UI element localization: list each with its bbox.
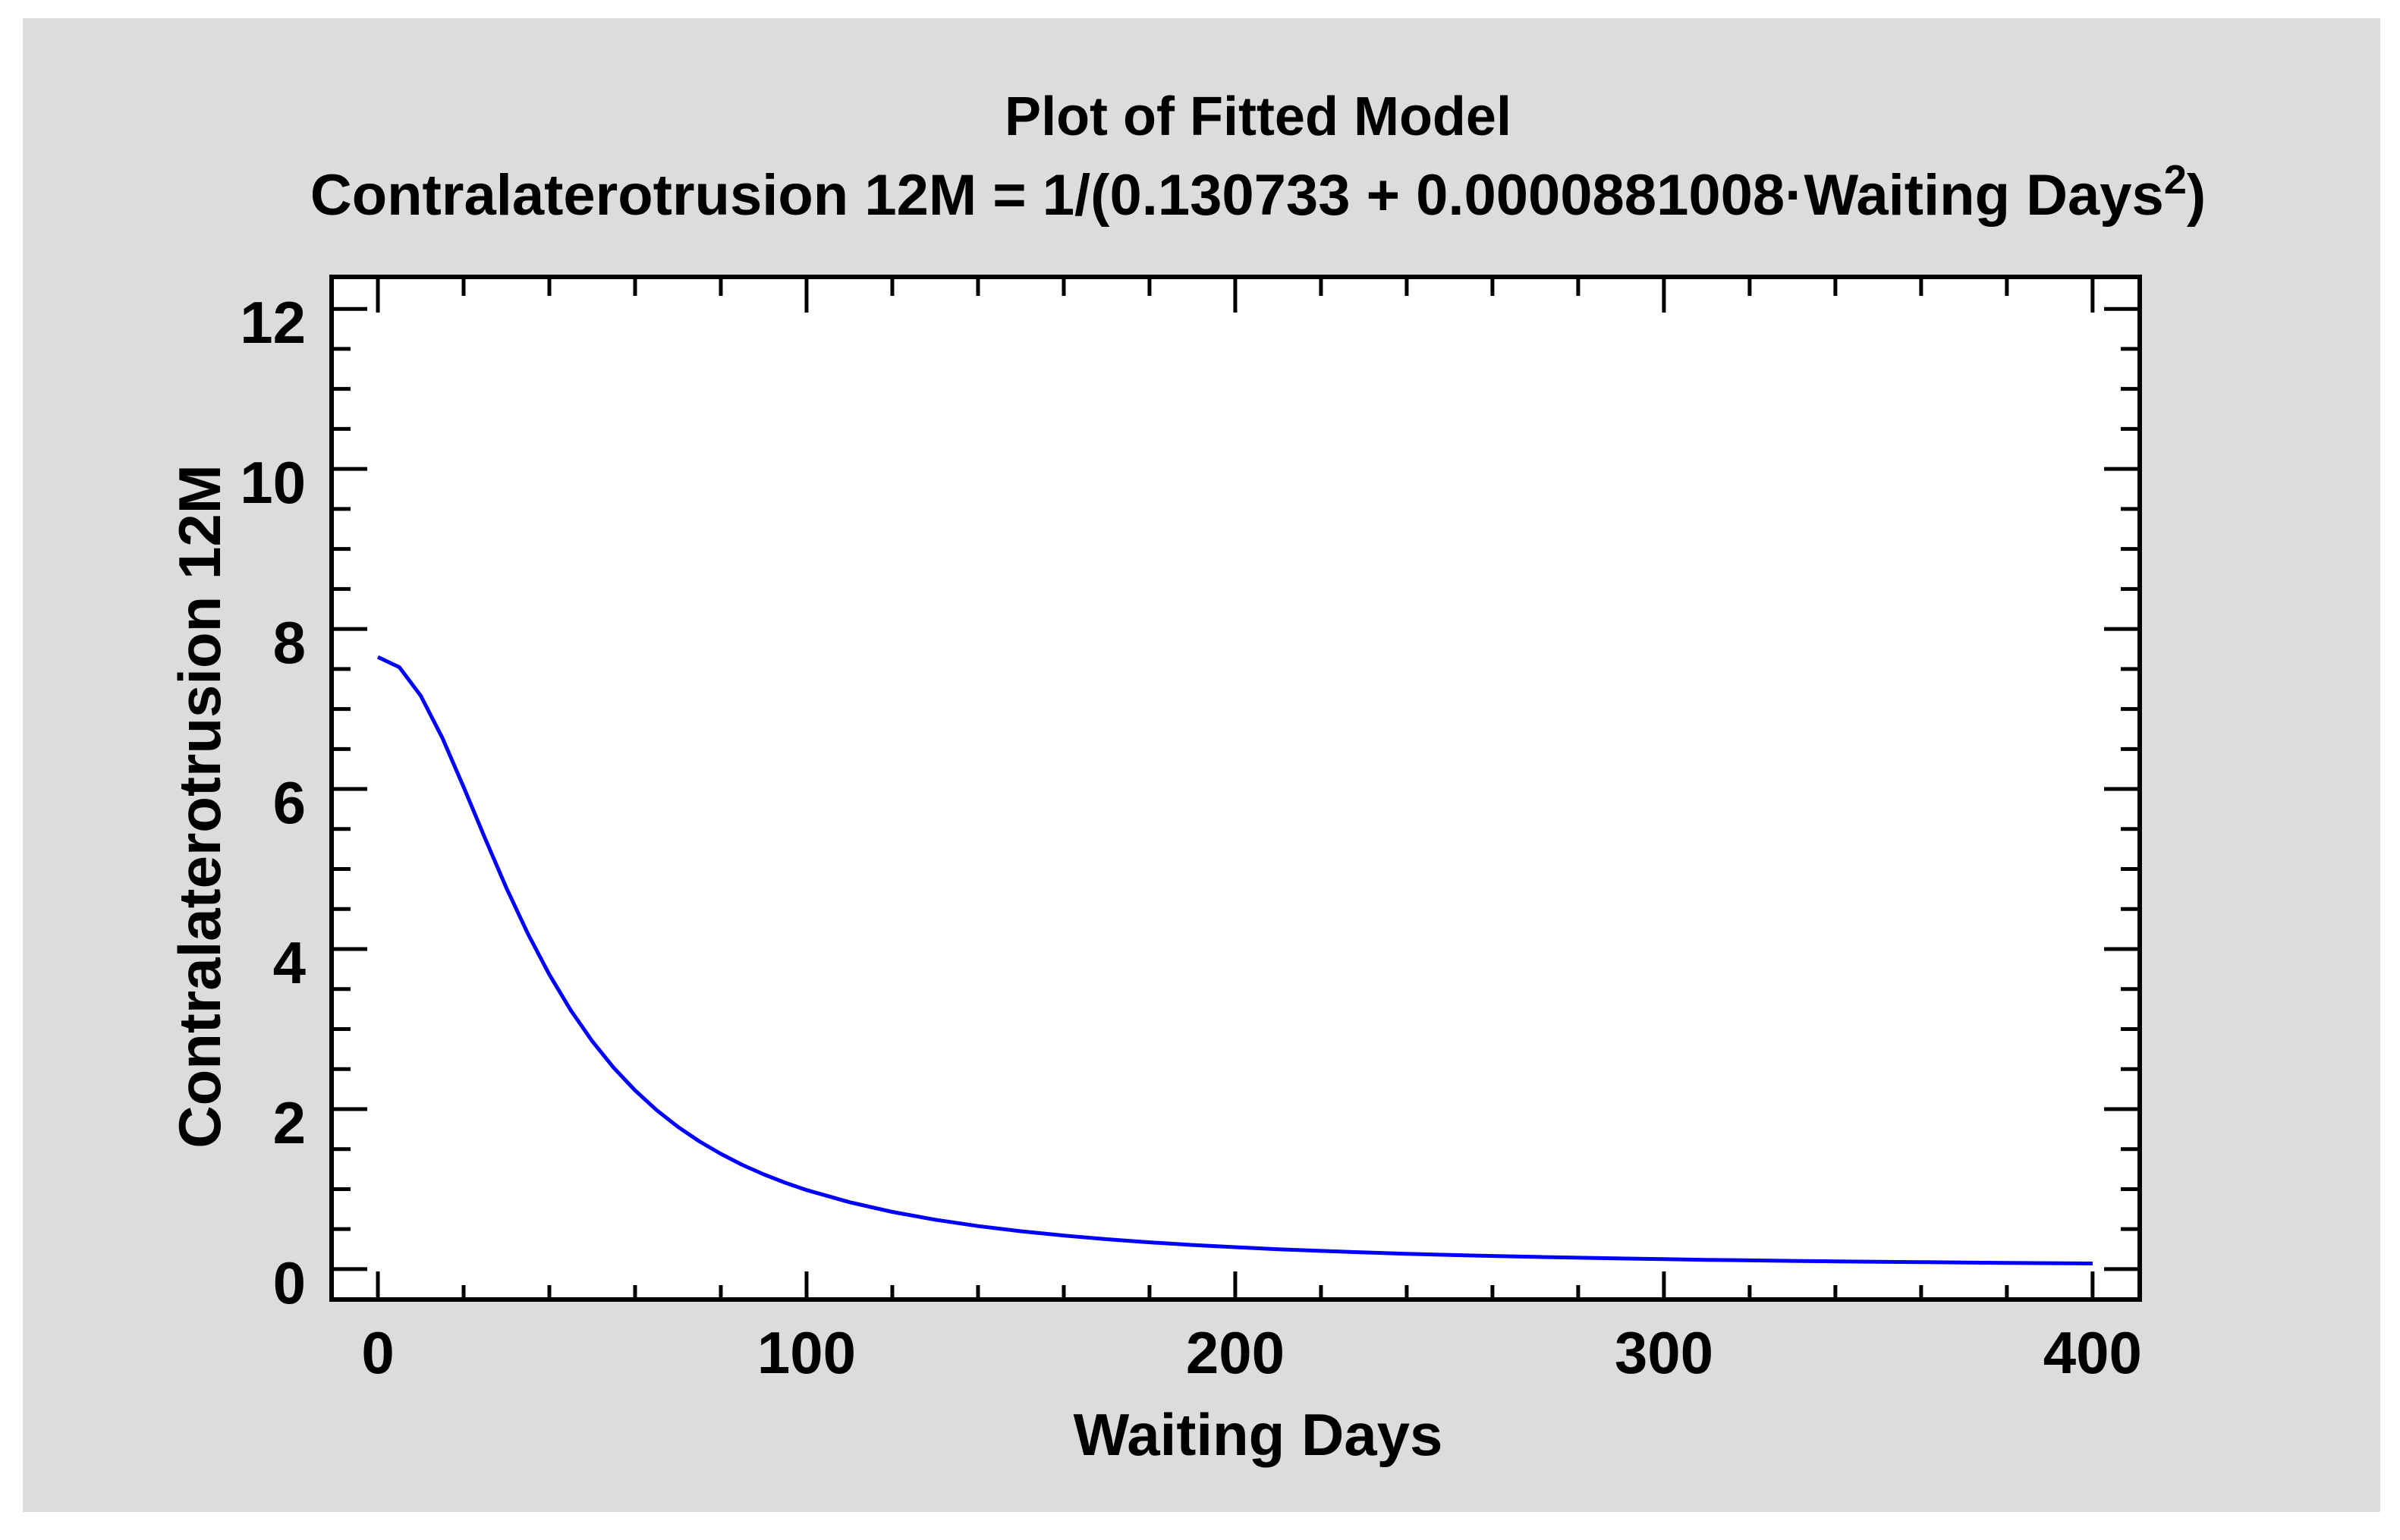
- chart-title: Plot of Fitted Model: [1005, 86, 1511, 147]
- y-tick-label: 2: [273, 1089, 306, 1156]
- plot-frame: [329, 275, 2142, 1302]
- y-tick-label: 4: [273, 929, 306, 996]
- x-tick-label: 300: [1615, 1319, 1713, 1386]
- x-axis-title: Waiting Days: [1073, 1401, 1443, 1468]
- y-tick-label: 0: [273, 1249, 306, 1316]
- subtitle-equation-text: Contralaterotrusion 12M = 1/(0.130733 + …: [310, 163, 2164, 228]
- x-tick-label: 0: [361, 1319, 394, 1386]
- fitted-model-curve: [376, 655, 2093, 1265]
- y-tick-label: 12: [240, 289, 306, 356]
- chart-subtitle: Contralaterotrusion 12M = 1/(0.130733 + …: [93, 159, 2400, 225]
- subtitle-close-paren: ): [2186, 163, 2207, 228]
- x-tick-label: 100: [757, 1319, 856, 1386]
- y-tick-label: 10: [240, 449, 306, 516]
- y-tick-label: 8: [273, 609, 306, 676]
- x-tick-label: 400: [2043, 1319, 2142, 1386]
- y-tick-label: 6: [273, 769, 306, 836]
- subtitle-superscript: 2: [2163, 157, 2187, 203]
- x-tick-label: 200: [1186, 1319, 1285, 1386]
